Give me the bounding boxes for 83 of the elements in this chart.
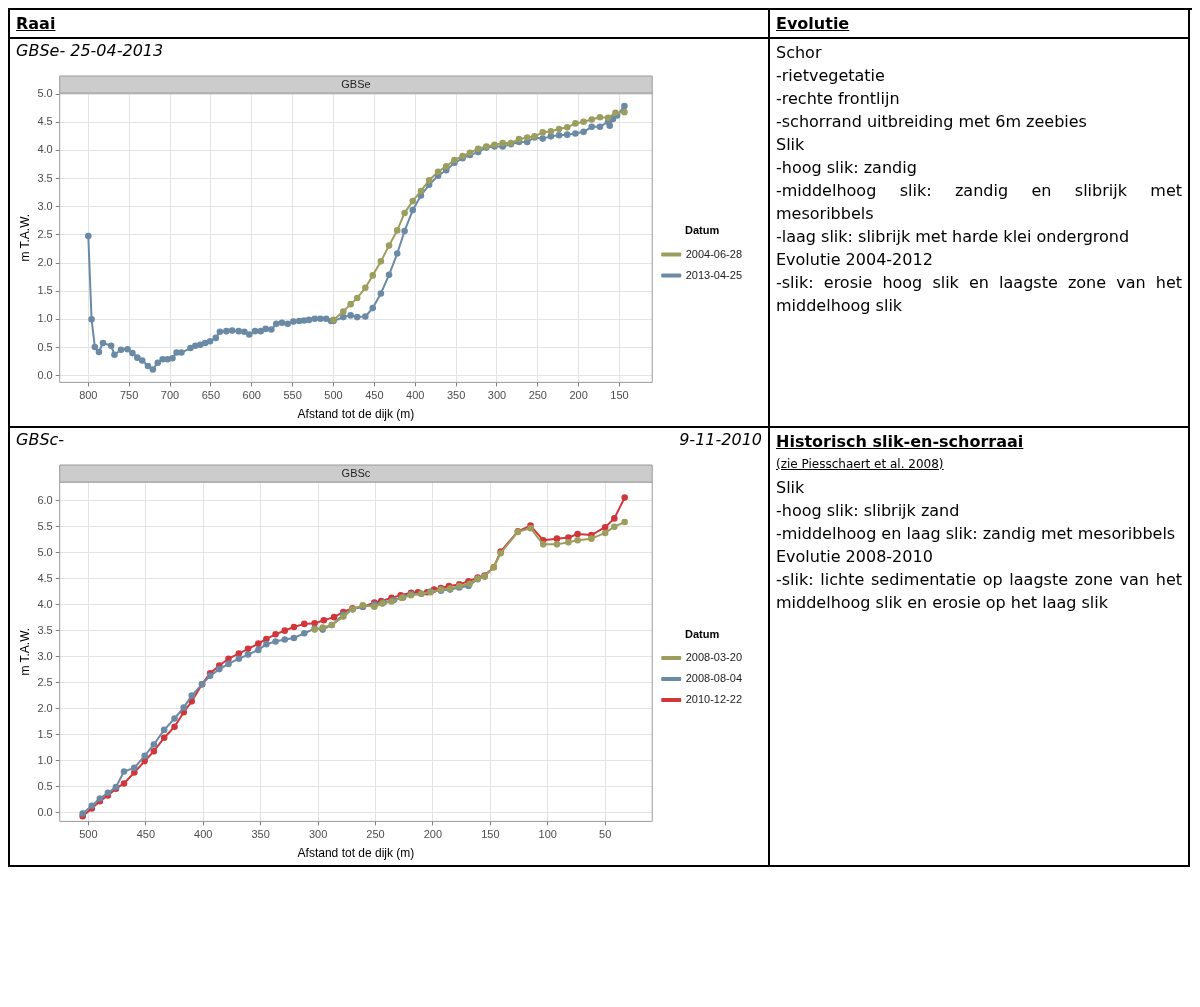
text: -slik: lichte sedimentatie op laagste zone van het middelhoog slik en erosie op het laag slik bbox=[776, 569, 1182, 614]
text: -hoog slik: slibrijk zand bbox=[776, 500, 961, 522]
x-axis-title: Afstand tot de dijk (m) bbox=[297, 846, 415, 861]
text: Historisch slik-en-schorraai bbox=[776, 431, 1025, 453]
text: (zie Piesschaert et al. 2008) bbox=[776, 456, 945, 473]
y-tick-label: 0.0 bbox=[37, 368, 53, 381]
y-axis-title: m T.A.W. bbox=[17, 213, 32, 262]
chart-title: GBSc bbox=[341, 466, 371, 479]
text: Evolutie 2004-2012 bbox=[776, 249, 934, 271]
y-tick-label: 3.5 bbox=[37, 171, 53, 184]
y-tick-label: 5.0 bbox=[37, 545, 53, 558]
y-tick-label: 0.5 bbox=[37, 779, 53, 792]
x-tick-label: 300 bbox=[308, 828, 328, 841]
x-tick-label: 200 bbox=[423, 828, 443, 841]
x-tick-label: 250 bbox=[528, 389, 547, 402]
y-tick-label: 4.0 bbox=[37, 143, 53, 156]
x-tick-label: 450 bbox=[136, 828, 155, 841]
legend-label: 2008-08-04 bbox=[685, 672, 743, 685]
text: -schorrand uitbreiding met 6m zeebies bbox=[776, 111, 1088, 133]
y-tick-label: 6.0 bbox=[37, 493, 53, 506]
text: GBSc- bbox=[16, 430, 65, 449]
text: Evolutie bbox=[776, 13, 851, 35]
y-tick-label: 2.5 bbox=[37, 675, 53, 688]
x-tick-label: 650 bbox=[201, 389, 221, 402]
y-tick-label: 2.0 bbox=[37, 256, 53, 269]
legend-label: 2004-06-28 bbox=[685, 247, 743, 260]
x-tick-label: 400 bbox=[406, 389, 425, 402]
x-tick-label: 150 bbox=[481, 828, 500, 841]
chart-title: GBSe bbox=[341, 77, 371, 90]
y-tick-label: 2.0 bbox=[37, 701, 53, 714]
text: -middelhoog slik: zandig en slibrijk met mesoribbels bbox=[776, 180, 1182, 225]
text: -rechte frontlijn bbox=[776, 88, 901, 110]
x-tick-label: 500 bbox=[324, 389, 343, 402]
text: 9-11-2010 bbox=[679, 430, 762, 449]
x-tick-label: 750 bbox=[119, 389, 139, 402]
x-tick-label: 350 bbox=[446, 389, 466, 402]
text: -middelhoog en laag slik: zandig met mesoribbels bbox=[776, 523, 1177, 545]
x-tick-label: 300 bbox=[487, 389, 507, 402]
y-tick-label: 2.5 bbox=[37, 227, 53, 240]
x-tick-label: 500 bbox=[79, 828, 98, 841]
y-axis-title: m T.A.W. bbox=[17, 627, 32, 676]
y-tick-label: 1.5 bbox=[37, 284, 53, 297]
y-tick-label: 0.0 bbox=[37, 805, 53, 818]
x-tick-label: 550 bbox=[283, 389, 302, 402]
y-tick-label: 0.5 bbox=[37, 340, 53, 353]
y-tick-label: 5.5 bbox=[37, 519, 53, 532]
x-tick-label: 700 bbox=[160, 389, 180, 402]
text: GBSe- 25-04-2013 bbox=[16, 41, 164, 60]
y-tick-label: 1.5 bbox=[37, 727, 53, 740]
text: -slik: erosie hoog slik en laagste zone van het middelhoog slik bbox=[776, 272, 1182, 317]
legend-label: 2013-04-25 bbox=[685, 268, 743, 281]
text: -rietvegetatie bbox=[776, 65, 886, 87]
x-tick-label: 100 bbox=[538, 828, 557, 841]
legend-label: 2010-12-22 bbox=[685, 693, 743, 706]
text: Slik bbox=[776, 477, 806, 499]
y-tick-label: 3.0 bbox=[37, 649, 53, 662]
x-tick-label: 200 bbox=[569, 389, 588, 402]
x-axis-title: Afstand tot de dijk (m) bbox=[297, 407, 415, 422]
x-tick-label: 450 bbox=[365, 389, 384, 402]
x-tick-label: 600 bbox=[242, 389, 261, 402]
y-tick-label: 3.5 bbox=[37, 623, 53, 636]
legend-title: Datum bbox=[685, 224, 720, 237]
text: -hoog slik: zandig bbox=[776, 157, 918, 179]
y-tick-label: 1.0 bbox=[37, 753, 53, 766]
x-tick-label: 150 bbox=[610, 389, 629, 402]
y-tick-label: 4.0 bbox=[37, 597, 53, 610]
text: Slik bbox=[776, 134, 806, 156]
y-tick-label: 1.0 bbox=[37, 312, 53, 325]
x-tick-label: 350 bbox=[251, 828, 270, 841]
y-tick-label: 4.5 bbox=[37, 115, 53, 128]
x-tick-label: 400 bbox=[194, 828, 213, 841]
legend-title: Datum bbox=[685, 627, 720, 640]
x-tick-label: 800 bbox=[79, 389, 98, 402]
x-tick-label: 250 bbox=[366, 828, 385, 841]
text: -laag slik: slibrijk met harde klei ondergrond bbox=[776, 226, 1131, 248]
y-tick-label: 3.0 bbox=[37, 199, 53, 212]
y-tick-label: 4.5 bbox=[37, 571, 53, 584]
text: Schor bbox=[776, 42, 823, 64]
x-tick-label: 50 bbox=[599, 828, 612, 841]
text: Raai bbox=[16, 13, 57, 35]
y-tick-label: 5.0 bbox=[37, 87, 53, 100]
legend-label: 2008-03-20 bbox=[685, 651, 743, 664]
text: Evolutie 2008-2010 bbox=[776, 546, 934, 568]
